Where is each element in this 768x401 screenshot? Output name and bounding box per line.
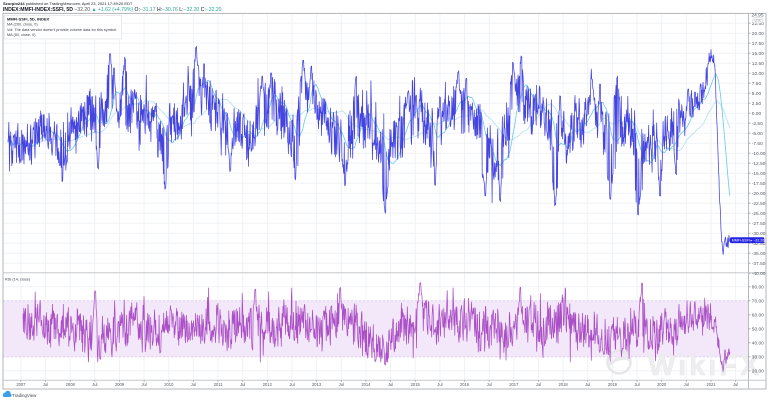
svg-text:-27.50: -27.50: [752, 221, 766, 227]
svg-text:2011: 2011: [214, 382, 224, 387]
svg-text:-37.50: -37.50: [752, 261, 766, 267]
svg-text:50.00: 50.00: [752, 327, 764, 333]
svg-text:2009: 2009: [115, 382, 125, 387]
svg-text:Scorpio244 published on Tradin: Scorpio244 published on TradingView.com,…: [3, 1, 133, 6]
svg-text:MA (50, close, 0): MA (50, close, 0): [7, 33, 36, 37]
svg-text:20.00: 20.00: [752, 369, 764, 375]
svg-text:2019: 2019: [608, 382, 618, 387]
svg-text:40.00: 40.00: [752, 341, 764, 347]
svg-text:Jul: Jul: [191, 382, 196, 387]
svg-text:2007: 2007: [16, 382, 26, 387]
svg-text:Jul: Jul: [684, 382, 689, 387]
svg-text:WikiFX: WikiFX: [648, 350, 762, 382]
svg-text:Jul: Jul: [240, 382, 245, 387]
svg-text:Jul: Jul: [487, 382, 492, 387]
svg-text:60.00: 60.00: [752, 313, 764, 319]
svg-text:-25.00: -25.00: [752, 211, 766, 217]
svg-text:Jul: Jul: [585, 382, 590, 387]
svg-text:Vol: The data vendor doesn't p: Vol: The data vendor doesn't provide vol…: [7, 28, 117, 32]
svg-text:-17.50: -17.50: [752, 181, 766, 187]
svg-text:12.50: 12.50: [752, 61, 764, 67]
svg-text:-2.50: -2.50: [752, 121, 763, 127]
svg-text:-12.50: -12.50: [752, 161, 766, 167]
svg-text:2013: 2013: [312, 382, 322, 387]
svg-text:Jul: Jul: [437, 382, 442, 387]
svg-text:-7.50: -7.50: [752, 141, 763, 147]
svg-text:Jul: Jul: [289, 382, 294, 387]
svg-text:Jul: Jul: [92, 382, 97, 387]
svg-text:2021: 2021: [706, 382, 716, 387]
svg-text:7.50: 7.50: [752, 81, 762, 87]
svg-text:-22.50: -22.50: [752, 201, 766, 207]
svg-text:2015: 2015: [411, 382, 421, 387]
svg-text:70.00: 70.00: [752, 299, 764, 305]
svg-text:Jul: Jul: [339, 382, 344, 387]
svg-text:TradingView: TradingView: [12, 393, 37, 398]
svg-text:10.00: 10.00: [752, 71, 764, 77]
svg-text:2020: 2020: [657, 382, 667, 387]
svg-text:MMFI-SSFI, 5D, INDEX: MMFI-SSFI, 5D, INDEX: [7, 16, 50, 21]
svg-text:UTC: UTC: [755, 19, 763, 23]
svg-text:17.50: 17.50: [752, 41, 764, 47]
svg-text:-5.00: -5.00: [752, 131, 763, 137]
svg-text:0.00: 0.00: [752, 111, 762, 117]
svg-text:15.00: 15.00: [752, 51, 764, 57]
svg-text:Jul: Jul: [536, 382, 541, 387]
svg-text:-15.00: -15.00: [752, 171, 766, 177]
svg-text:30.00: 30.00: [752, 355, 764, 361]
svg-text:2017: 2017: [509, 382, 519, 387]
svg-text:2008: 2008: [66, 382, 76, 387]
svg-text:Jul: Jul: [733, 382, 738, 387]
svg-text:-32.50: -32.50: [752, 241, 766, 247]
svg-text:2.50: 2.50: [752, 101, 762, 107]
svg-text:2018: 2018: [559, 382, 569, 387]
svg-text:2012: 2012: [263, 382, 273, 387]
svg-text:24.95: 24.95: [752, 12, 764, 18]
svg-text:MMFI-SSFI ▸ −32.20: MMFI-SSFI ▸ −32.20: [732, 239, 764, 243]
svg-text:-30.00: -30.00: [752, 231, 766, 237]
svg-text:2016: 2016: [460, 382, 470, 387]
svg-text:20.00: 20.00: [752, 31, 764, 37]
svg-text:-35.00: -35.00: [752, 251, 766, 257]
svg-text:80.00: 80.00: [752, 285, 764, 291]
svg-text:-40.00: -40.00: [752, 271, 766, 277]
svg-text:-20.00: -20.00: [752, 191, 766, 197]
svg-text:Jul: Jul: [141, 382, 146, 387]
svg-text:INDEX:MMFI-INDEX:SSFI, 5D −32.: INDEX:MMFI-INDEX:SSFI, 5D −32.20 ▲ +1.62…: [3, 7, 222, 13]
svg-text:Jul: Jul: [634, 382, 639, 387]
svg-text:MA (200, close, 0): MA (200, close, 0): [7, 23, 38, 27]
svg-text:5.00: 5.00: [752, 91, 762, 97]
svg-text:RSI (14, close): RSI (14, close): [5, 278, 31, 282]
svg-text:Jul: Jul: [388, 382, 393, 387]
svg-text:2010: 2010: [164, 382, 174, 387]
svg-text:2014: 2014: [361, 382, 371, 387]
svg-text:Jul: Jul: [43, 382, 48, 387]
svg-text:22.50: 22.50: [752, 21, 764, 27]
svg-text:-10.00: -10.00: [752, 151, 766, 157]
